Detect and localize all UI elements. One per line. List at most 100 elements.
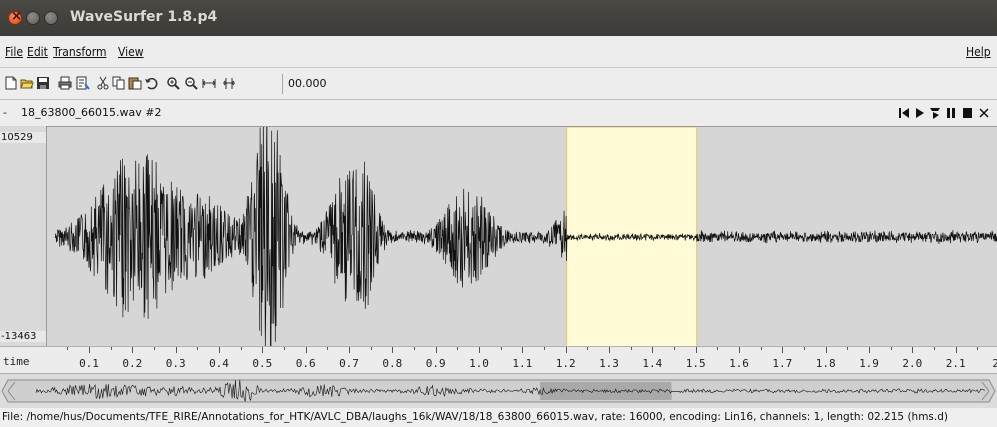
time-minor-tick [370,347,372,350]
menu-help[interactable]: Help [966,45,991,59]
time-tick-mark [825,347,827,353]
time-tick-label: 1.6 [729,357,749,370]
properties-icon[interactable] [76,76,90,90]
time-minor-tick [500,347,502,350]
time-minor-tick [197,347,199,350]
overview-svg[interactable] [0,374,997,408]
print-icon[interactable] [58,76,72,90]
play-icon[interactable] [914,106,925,120]
copy-icon[interactable] [112,76,126,90]
time-minor-tick [760,347,762,350]
zoom-out-icon[interactable] [184,76,198,90]
close-window-button[interactable] [8,9,22,25]
overview-track[interactable] [1,379,996,403]
time-tick-label: 2.0 [902,357,923,370]
window-titlebar: WaveSurfer 1.8.p4 [0,0,997,36]
time-tick-mark [479,347,480,353]
time-minor-tick [587,347,589,350]
time-tick-label: 2.1 [945,357,966,370]
toolbar-separator [282,74,283,94]
toolbar: 00.000 [0,68,997,100]
time-tick-mark [522,347,524,353]
new-file-icon[interactable] [4,76,18,90]
play-loop-icon[interactable] [928,106,942,120]
waveform-svg[interactable] [47,106,997,370]
time-tick-label: 1.7 [772,357,793,370]
scroll-left-arrow[interactable] [7,381,16,401]
time-tick-label: 1.4 [642,357,663,370]
time-minor-tick [847,347,849,350]
time-minor-tick [240,347,242,350]
time-tick-label: 1.2 [555,357,576,370]
maximize-window-button[interactable] [44,11,58,25]
time-minor-tick [717,347,719,350]
time-tick-label: 1.8 [815,357,836,370]
skip-to-start-icon[interactable] [898,106,910,120]
time-tick-label: 0.2 [122,357,143,370]
sound-file-label[interactable]: 18_63800_66015.wav #2 [21,106,162,119]
time-tick-label: 0.4 [209,357,229,370]
save-icon[interactable] [36,76,50,90]
zoom-selection-icon[interactable] [222,76,236,90]
time-tick-mark [565,347,567,353]
close-icon[interactable] [978,106,990,120]
overview-waveform [35,379,986,402]
cut-icon[interactable] [96,76,110,90]
time-readout: 00.000 [288,77,327,90]
status-bar: File: /home/hus/Documents/TFE_RIRE/Annot… [0,408,997,427]
window-title: WaveSurfer 1.8.p4 [70,9,218,25]
time-tick-mark [132,347,134,353]
minimize-window-button[interactable] [26,11,40,25]
time-tick-mark [782,347,784,353]
time-tick-mark [609,347,610,353]
time-minor-tick [890,347,892,350]
paste-icon[interactable] [128,76,142,90]
y-axis-min: -13463 [0,331,46,342]
waveform-plot[interactable] [46,106,997,370]
time-minor-tick [977,347,979,350]
time-tick-mark [392,347,394,353]
time-axis[interactable]: time 0.1 0.2 0.3 0.4 0.5 0.6 0.7 0.8 0.9 1.0 1.1 1.… [0,346,997,374]
pause-icon[interactable] [945,106,957,120]
overview-selection[interactable] [540,382,672,400]
time-minor-tick [414,347,415,350]
time-tick-mark [89,347,90,353]
time-minor-tick [804,347,805,350]
time-tick-mark [912,347,914,353]
scroll-right-arrow[interactable] [981,381,990,401]
time-tick-label: 1.5 [685,357,706,370]
time-tick-label: 0.3 [165,357,186,370]
time-tick-mark [262,347,264,353]
open-folder-icon[interactable] [20,76,34,90]
menu-view[interactable]: View [118,45,144,59]
time-tick-mark [349,347,350,353]
menu-edit[interactable]: Edit [27,45,48,59]
collapse-dash[interactable]: - [3,106,7,119]
zoom-in-icon[interactable] [166,76,180,90]
undo-icon[interactable] [144,76,158,90]
time-tick-mark [435,347,437,353]
menu-bar: File Edit Transform View Help [0,36,997,68]
time-minor-tick [154,347,155,350]
time-tick-label: 1.0 [469,357,489,370]
time-minor-tick [110,347,112,350]
menu-file[interactable]: File [5,45,23,59]
menu-transform[interactable]: Transform [53,45,107,59]
time-tick-mark [695,347,697,353]
time-minor-tick [457,347,459,350]
time-tick-label: 2. [992,357,997,370]
time-tick-mark [955,347,957,353]
time-tick-label: 0.8 [382,357,403,370]
overview-scrollbar[interactable] [0,374,997,408]
stop-icon[interactable] [961,106,973,120]
time-minor-tick [67,347,69,350]
time-minor-tick [934,347,935,350]
time-tick-mark [175,347,177,353]
time-minor-tick [674,347,675,350]
time-tick-mark [219,347,220,353]
time-minor-tick [327,347,329,350]
zoom-fit-icon[interactable] [202,76,216,90]
waveform-pane: 10529 -13463 [0,106,997,370]
sound-header: - 18_63800_66015.wav #2 [0,100,997,126]
time-tick-mark [305,347,307,353]
